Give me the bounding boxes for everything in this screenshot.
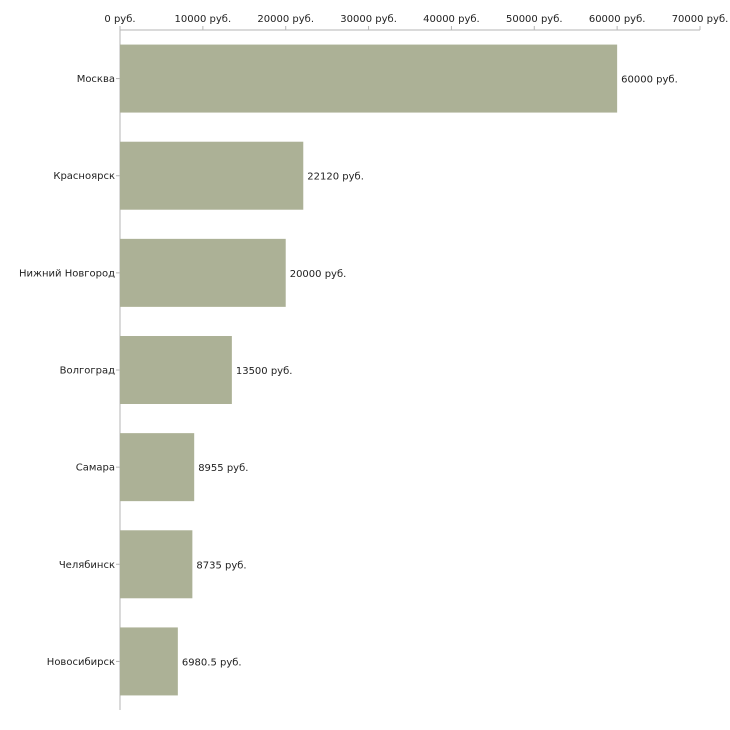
category-label: Самара — [76, 463, 115, 474]
x-tick-label: 10000 руб. — [175, 14, 232, 25]
bar — [120, 433, 195, 502]
bar — [120, 141, 304, 210]
bar-value-label: 20000 руб. — [290, 269, 347, 280]
x-tick-label: 50000 руб. — [506, 14, 563, 25]
bar-value-label: 6980.5 руб. — [182, 657, 242, 668]
x-axis: 0 руб. 10000 руб. 20000 руб. 30000 руб. 4000… — [104, 14, 729, 31]
x-tick-label: 70000 руб. — [672, 14, 729, 25]
x-tick-label: 60000 руб. — [589, 14, 646, 25]
x-tick-label: 20000 руб. — [257, 14, 314, 25]
data-labels: 60000 руб. 22120 руб. 20000 руб. 13500 руб.… — [182, 75, 678, 669]
x-tick-label: 40000 руб. — [423, 14, 480, 25]
bar — [120, 530, 193, 599]
bar — [120, 44, 618, 113]
x-tick-label: 0 руб. — [104, 14, 135, 25]
bar — [120, 238, 286, 307]
bar-value-label: 22120 руб. — [307, 172, 364, 183]
bar-value-label: 8735 руб. — [196, 560, 246, 571]
x-tick-label: 30000 руб. — [340, 14, 397, 25]
bar-value-label: 60000 руб. — [621, 75, 678, 86]
bar-value-label: 13500 руб. — [236, 366, 293, 377]
bars — [120, 44, 618, 696]
category-label: Новосибирск — [47, 657, 115, 668]
bar — [120, 336, 232, 404]
category-label: Красноярск — [53, 171, 115, 182]
category-label: Нижний Новгород — [19, 268, 115, 279]
category-label: Москва — [77, 74, 115, 85]
category-label: Челябинск — [59, 560, 115, 571]
bar — [120, 627, 178, 696]
y-axis: Москва Красноярск Нижний Новгород Волгоград… — [19, 30, 121, 710]
bar-value-label: 8955 руб. — [198, 463, 248, 474]
category-label: Волгоград — [60, 366, 115, 377]
